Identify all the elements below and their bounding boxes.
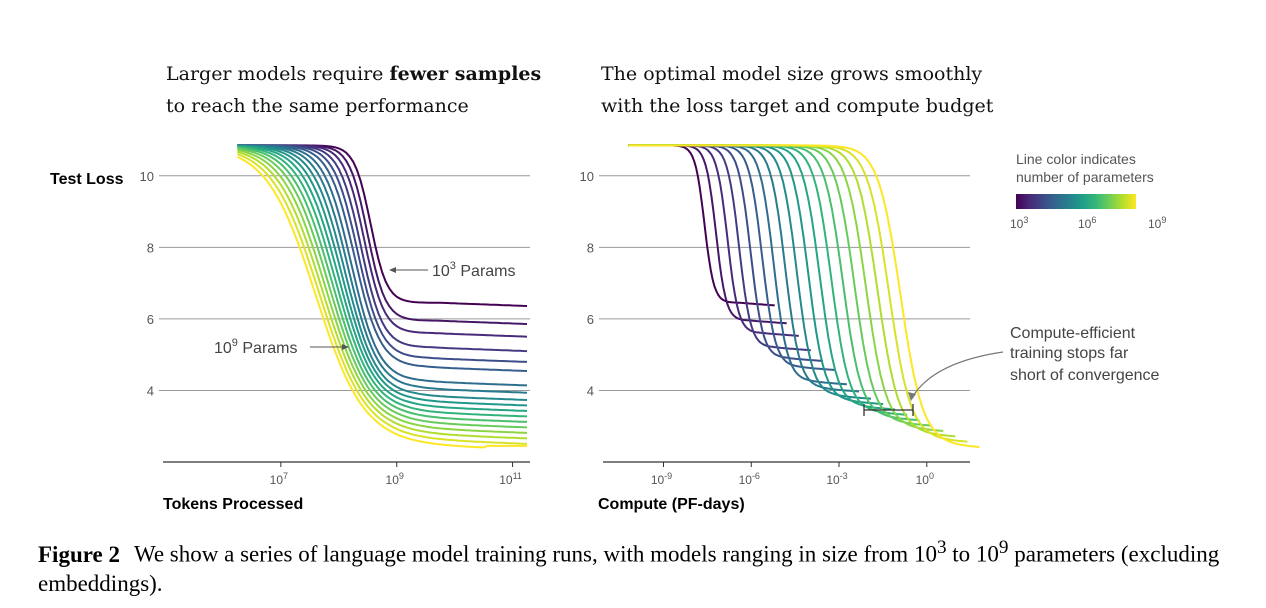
tick-exponent: 9 bbox=[399, 471, 404, 481]
tick-base: 10 bbox=[916, 473, 930, 487]
colorbar-title-line2: number of parameters bbox=[1016, 169, 1154, 185]
colorbar-tick-1e9: 109 bbox=[1148, 215, 1166, 231]
right-gridlines bbox=[599, 175, 970, 391]
annotation-1e9-arrowhead bbox=[342, 344, 349, 350]
right-y-tick-label: 6 bbox=[587, 312, 594, 327]
right-series-line bbox=[628, 144, 787, 325]
compute-efficient-arrow bbox=[912, 351, 1004, 397]
left-y-tick-label: 6 bbox=[147, 312, 154, 327]
right-y-tick-label: 10 bbox=[580, 169, 594, 184]
left-series-line bbox=[237, 146, 528, 423]
tick-exponent: -6 bbox=[752, 471, 760, 481]
right-x-tick-label: 10-3 bbox=[826, 471, 847, 487]
left-series-line bbox=[237, 145, 528, 412]
caption-label: Figure 2 bbox=[38, 541, 120, 567]
left-y-tick-label: 4 bbox=[147, 383, 154, 398]
left-title-line2: to reach the same performance bbox=[166, 95, 469, 117]
colorbar-gradient-bar bbox=[1016, 194, 1136, 209]
right-y-tick-label: 8 bbox=[587, 240, 594, 255]
annotation-1e3-arrowhead bbox=[389, 267, 396, 273]
right-x-tick-label: 100 bbox=[916, 471, 934, 487]
tick-base: 10 bbox=[270, 473, 284, 487]
left-series-line bbox=[237, 144, 528, 372]
right-series-line bbox=[628, 144, 944, 432]
figure: Larger models require fewer samples to r… bbox=[50, 63, 1166, 513]
tick-base: 10 bbox=[826, 473, 840, 487]
left-series-line bbox=[237, 149, 528, 434]
tick-exponent: -9 bbox=[664, 471, 672, 481]
right-series-line bbox=[628, 144, 980, 449]
left-series-lines bbox=[236, 144, 528, 449]
right-series-line bbox=[628, 144, 872, 400]
right-series-line bbox=[628, 144, 968, 443]
left-series-line bbox=[237, 144, 528, 387]
colorbar-tick-1e6: 106 bbox=[1078, 215, 1096, 231]
annotation-1e9-label: 109 Params bbox=[214, 337, 298, 357]
tick-base: 10 bbox=[499, 473, 513, 487]
left-y-tick-label: 10 bbox=[140, 169, 154, 184]
left-series-line bbox=[237, 153, 528, 445]
left-x-tick-label: 1011 bbox=[499, 471, 522, 487]
right-y-tick-label: 4 bbox=[587, 383, 594, 398]
tick-exponent: 0 bbox=[929, 471, 934, 481]
left-y-tick-label: 8 bbox=[147, 240, 154, 255]
annotation-1e3-params: 103 Params bbox=[389, 260, 516, 280]
left-series-line bbox=[237, 145, 528, 418]
caption-text-before: We show a series of language model train… bbox=[133, 541, 937, 567]
y-axis-label: Test Loss bbox=[50, 171, 124, 188]
compute-efficient-arrowhead bbox=[908, 392, 916, 401]
tick-base: 10 bbox=[651, 473, 665, 487]
colorbar: Line color indicates number of parameter… bbox=[1010, 151, 1166, 231]
annotation-1e3-label: 103 Params bbox=[432, 260, 516, 280]
caption-text-after: parameters (excluding embeddings). bbox=[38, 541, 1220, 596]
right-x-tick-label: 10-6 bbox=[739, 471, 760, 487]
tick-base: 10 bbox=[386, 473, 400, 487]
annotation-1e9-params: 109 Params bbox=[214, 337, 349, 357]
right-series-line bbox=[628, 144, 799, 337]
caption-exp1: 3 bbox=[936, 537, 947, 558]
colorbar-title-line1: Line color indicates bbox=[1016, 151, 1136, 167]
left-series-line bbox=[237, 144, 528, 394]
colorbar-tick-1e3: 103 bbox=[1010, 215, 1028, 231]
caption-text-mid: to 10 bbox=[946, 541, 999, 567]
right-title-line1: The optimal model size grows smoothly bbox=[601, 63, 982, 85]
left-series-line bbox=[237, 144, 528, 338]
left-series-line bbox=[237, 144, 528, 407]
right-series-line bbox=[628, 144, 775, 307]
compute-efficient-line1: Compute-efficient bbox=[1010, 325, 1136, 342]
right-series-lines bbox=[628, 144, 980, 449]
left-title-line1: Larger models require fewer samples bbox=[166, 63, 541, 85]
tick-base: 10 bbox=[739, 473, 753, 487]
left-series-line bbox=[236, 156, 527, 449]
left-x-tick-label: 109 bbox=[386, 471, 404, 487]
left-series-line bbox=[237, 150, 528, 440]
tick-exponent: 11 bbox=[513, 471, 522, 481]
left-x-axis-label: Tokens Processed bbox=[163, 496, 303, 513]
left-series-line bbox=[237, 144, 528, 325]
tick-exponent: 7 bbox=[283, 471, 288, 481]
right-title-line2: with the loss target and compute budget bbox=[601, 95, 994, 117]
caption-exp2: 9 bbox=[998, 537, 1009, 558]
compute-efficient-line2: training stops far bbox=[1010, 345, 1129, 362]
right-series-line bbox=[628, 144, 860, 393]
left-series-line bbox=[237, 144, 528, 401]
compute-efficient-line3: short of convergence bbox=[1010, 367, 1160, 384]
left-x-tick-label: 107 bbox=[270, 471, 288, 487]
tick-exponent: -3 bbox=[840, 471, 848, 481]
left-series-line bbox=[237, 147, 528, 429]
right-x-axis-label: Compute (PF-days) bbox=[598, 496, 745, 513]
right-series-line bbox=[628, 144, 932, 427]
compute-efficient-annotation: Compute-efficient training stops far sho… bbox=[863, 325, 1160, 416]
figure-caption: Figure 2 We show a series of language mod… bbox=[38, 533, 1238, 598]
right-x-tick-label: 10-9 bbox=[651, 471, 672, 487]
